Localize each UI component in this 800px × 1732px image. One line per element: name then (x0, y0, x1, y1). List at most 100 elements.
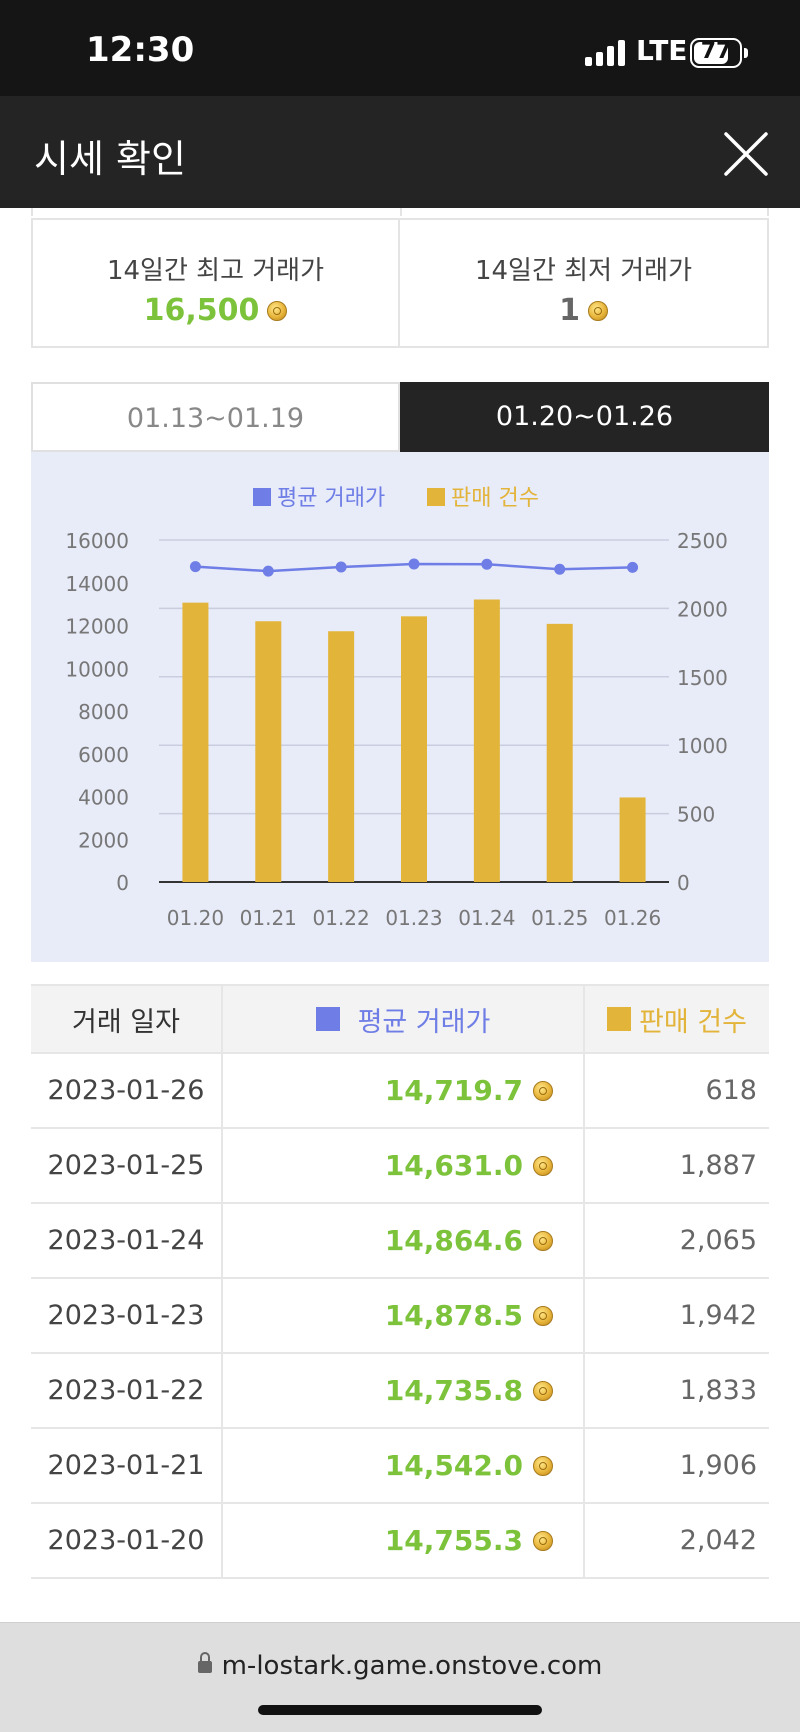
chart-bar (401, 616, 427, 882)
row-avg-value: 14,864.6 (384, 1224, 523, 1257)
row-sales: 1,833 (679, 1375, 757, 1406)
gold-coin-icon (533, 1230, 553, 1251)
left-axis-tick: 8000 (78, 700, 129, 724)
header-sales-label: 판매 건수 (639, 1006, 747, 1038)
chart-point (481, 558, 493, 570)
row-date: 2023-01-26 (31, 1054, 223, 1127)
row-avg: 14,755.3 (223, 1504, 585, 1577)
row-avg: 14,735.8 (223, 1354, 585, 1427)
table-row: 2023-01-25 14,631.0 1,887 (31, 1129, 769, 1204)
browser-url-bar[interactable]: m-lostark.game.onstove.com (0, 1622, 800, 1732)
row-avg: 14,864.6 (223, 1204, 585, 1277)
page-title: 시세 확인 (34, 137, 186, 181)
x-axis-tick: 01.20 (167, 906, 224, 930)
table-header: 거래 일자 평균 거래가 판매 건수 (31, 984, 769, 1054)
row-sales: 1,906 (679, 1450, 757, 1481)
row-avg-value: 14,719.7 (384, 1074, 523, 1107)
left-axis-tick: 16000 (65, 529, 129, 553)
chart-bar (546, 623, 573, 882)
row-date: 2023-01-21 (31, 1429, 223, 1502)
row-avg: 14,878.5 (223, 1279, 585, 1352)
table-row: 2023-01-24 14,864.6 2,065 (31, 1204, 769, 1279)
gold-coin-icon (533, 1455, 553, 1476)
left-axis-tick: 6000 (78, 743, 129, 767)
left-axis-tick: 10000 (65, 657, 129, 681)
row-sales: 2,042 (679, 1525, 757, 1556)
legend-swatch-sales (427, 488, 445, 506)
low-price-value: 1 (559, 293, 580, 328)
battery-percent: 77 (700, 39, 732, 64)
left-axis-tick: 0 (116, 871, 129, 895)
legend-label-sales: 판매 건수 (451, 486, 539, 511)
table-row: 2023-01-22 14,735.8 1,833 (31, 1354, 769, 1429)
chart-point (408, 558, 420, 570)
legend-label-avg: 평균 거래가 (277, 486, 385, 511)
chart-bar (328, 631, 355, 882)
tab-current-week[interactable]: 01.20~01.26 (400, 382, 769, 452)
week-tabs: 01.13~01.19 01.20~01.26 (31, 382, 769, 452)
avg-legend-swatch (315, 1007, 340, 1031)
x-axis-tick: 01.22 (313, 906, 370, 930)
header-avg: 평균 거래가 (223, 986, 585, 1052)
row-avg: 14,631.0 (223, 1129, 585, 1202)
chart-point (262, 565, 274, 577)
row-date: 2023-01-22 (31, 1354, 223, 1427)
status-time: 12:30 (86, 30, 195, 70)
modal-header: 시세 확인 (0, 96, 800, 208)
content-area[interactable]: 14일간 최고 거래가 16,500 14일간 최저 거래가 1 01.13~0… (0, 208, 800, 1622)
right-axis-tick: 1500 (677, 666, 728, 690)
row-sales: 2,065 (679, 1225, 757, 1256)
url-row[interactable]: m-lostark.game.onstove.com (0, 1651, 800, 1681)
left-axis-tick: 12000 (65, 615, 129, 639)
gold-coin-icon (587, 300, 608, 321)
chart-bar (182, 602, 209, 882)
header-sales: 판매 건수 (585, 986, 769, 1052)
battery-fill (694, 42, 728, 64)
status-bar: 12:30 LTE 77 (0, 0, 800, 96)
chart-bar (619, 797, 646, 882)
row-date: 2023-01-24 (31, 1204, 223, 1277)
chart-bar (255, 621, 282, 882)
table-row: 2023-01-26 14,719.7 618 (31, 1054, 769, 1129)
high-price-value: 16,500 (143, 293, 260, 328)
x-axis-tick: 01.23 (385, 906, 442, 930)
gold-coin-icon (533, 1305, 553, 1326)
sales-legend-swatch (607, 1007, 632, 1031)
home-indicator[interactable] (258, 1705, 542, 1715)
right-axis-tick: 500 (677, 803, 715, 827)
x-axis-tick: 01.25 (531, 906, 588, 930)
x-axis-tick: 01.26 (604, 906, 661, 930)
left-axis-tick: 14000 (65, 572, 129, 596)
gold-coin-icon (533, 1380, 553, 1401)
gold-coin-icon (267, 300, 288, 321)
table-row: 2023-01-23 14,878.5 1,942 (31, 1279, 769, 1354)
row-avg-value: 14,735.8 (384, 1374, 523, 1407)
high-price-cell: 14일간 최고 거래가 16,500 (33, 220, 400, 346)
tab-prev-week[interactable]: 01.13~01.19 (31, 382, 400, 452)
row-avg: 14,542.0 (223, 1429, 585, 1502)
header-avg-label: 평균 거래가 (357, 1006, 491, 1038)
row-avg-value: 14,542.0 (384, 1449, 523, 1482)
chart-point (627, 561, 639, 573)
right-axis-tick: 2000 (677, 597, 728, 621)
row-sales: 1,887 (679, 1150, 757, 1181)
price-stats: 14일간 최고 거래가 16,500 14일간 최저 거래가 1 (31, 218, 769, 348)
row-date: 2023-01-20 (31, 1504, 223, 1577)
x-axis-tick: 01.24 (458, 906, 515, 930)
header-date: 거래 일자 (31, 986, 223, 1052)
left-axis-tick: 2000 (78, 828, 129, 852)
right-axis-tick: 2500 (677, 529, 728, 553)
close-icon[interactable] (720, 128, 772, 180)
row-date: 2023-01-25 (31, 1129, 223, 1202)
price-chart: 평균 거래가 판매 건수 2500 2000 1500 1000 500 0 16000 1400… (31, 452, 769, 962)
url-text[interactable]: m-lostark.game.onstove.com (221, 1651, 603, 1681)
right-axis-tick: 0 (677, 871, 690, 895)
high-price-label: 14일간 최고 거래가 (106, 256, 325, 286)
x-axis-tick: 01.21 (240, 906, 297, 930)
legend-swatch-avg (253, 488, 271, 506)
low-price-label: 14일간 최저 거래가 (474, 256, 693, 286)
chart-bar (473, 599, 500, 882)
low-price-cell: 14일간 최저 거래가 1 (400, 220, 767, 346)
network-type: LTE (636, 34, 688, 67)
row-date: 2023-01-23 (31, 1279, 223, 1352)
